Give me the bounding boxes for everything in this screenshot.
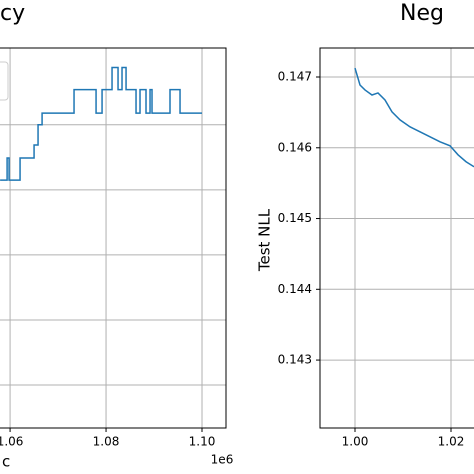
y-tick-label: 0.144 (278, 282, 312, 296)
y-tick-label: 0.146 (278, 140, 312, 154)
x-axis-label: c (2, 453, 10, 471)
y-tick-label: 0.143 (278, 353, 312, 367)
chart-title: Neg (400, 1, 444, 26)
plot-frame (319, 47, 474, 429)
x-tick-label: 1.00 (342, 435, 369, 449)
line-series (354, 67, 474, 168)
chart-title: cy (0, 1, 25, 26)
plot-frame (0, 47, 227, 429)
x-tick-label: 1.02 (438, 435, 465, 449)
x-tick-label: 1.08 (93, 435, 120, 449)
line-series (0, 66, 203, 181)
x-offset-label: 1e6 (211, 453, 234, 467)
x-tick-label: 1.10 (189, 435, 216, 449)
legend-box (0, 61, 9, 101)
x-tick-label: 1.06 (0, 435, 23, 449)
y-tick-label: 0.147 (278, 70, 312, 84)
y-tick-label: 0.145 (278, 211, 312, 225)
y-axis-label: Test NLL (256, 208, 274, 272)
